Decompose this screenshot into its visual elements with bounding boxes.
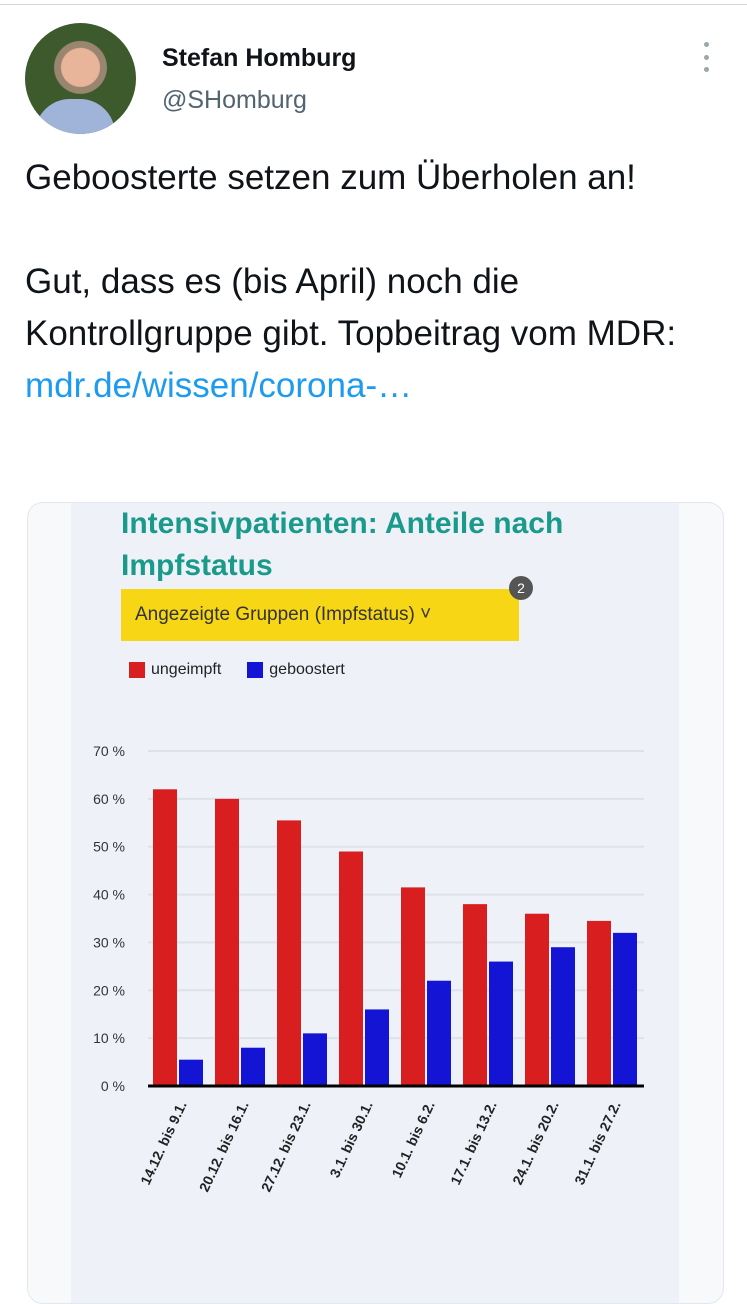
x-tick-label: 3.1. bis 30.1. [326, 1099, 375, 1181]
bar-ungeimpft [277, 820, 301, 1086]
avatar[interactable] [25, 23, 136, 134]
bar-geboostert [303, 1033, 327, 1086]
tweet-text-line1: Geboosterte setzen zum Überholen an! [25, 158, 636, 197]
x-tick-label: 10.1. bis 6.2. [388, 1099, 437, 1181]
x-tick-label: 31.1. bis 27.2. [571, 1099, 624, 1188]
bar-ungeimpft [401, 887, 425, 1086]
bar-ungeimpft [587, 920, 611, 1086]
bar-geboostert [489, 961, 513, 1086]
author-handle[interactable]: @SHomburg [162, 86, 307, 114]
bar-geboostert [551, 947, 575, 1086]
top-divider [0, 4, 747, 5]
x-tick-label: 27.12. bis 23.1. [258, 1099, 314, 1195]
y-tick-label: 30 % [93, 934, 125, 950]
chart-image: Intensivpatienten: Anteile nach Impfstat… [71, 503, 679, 1303]
more-vertical-icon[interactable] [700, 42, 712, 72]
bar-chart: 0 % 10 % 20 % 30 % 40 % 50 % 60 % 70 % 14.12. bi… [93, 743, 644, 1195]
bar-ungeimpft [525, 913, 549, 1086]
bar-geboostert [365, 1009, 389, 1086]
bar-geboostert [613, 932, 637, 1086]
bar-ungeimpft [215, 798, 239, 1086]
bar-geboostert [427, 980, 451, 1086]
chart-title: Intensivpatienten: Anteile nach Impfstat… [121, 507, 564, 582]
bar-ungeimpft [463, 904, 487, 1086]
author-name[interactable]: Stefan Homburg [162, 44, 357, 72]
x-tick-label: 14.12. bis 9.1. [137, 1099, 190, 1188]
groups-dropdown[interactable]: Angezeigte Gruppen (Impfstatus) ˅ [121, 589, 519, 641]
notification-badge: 2 [509, 576, 533, 600]
y-tick-label: 70 % [93, 743, 125, 759]
embedded-image-card[interactable]: Intensivpatienten: Anteile nach Impfstat… [27, 502, 724, 1304]
x-tick-label: 24.1. bis 20.2. [509, 1099, 562, 1188]
legend-label: ungeimpft [151, 661, 222, 678]
tweet-text: Geboosterte setzen zum Überholen an! Gut… [25, 152, 715, 412]
tweet-text-line2: Gut, dass es (bis April) noch die Kontro… [25, 262, 677, 353]
y-tick-label: 40 % [93, 887, 125, 903]
legend-label: geboostert [269, 661, 345, 678]
bar-geboostert [241, 1047, 265, 1086]
bar-geboostert [179, 1059, 203, 1086]
legend-swatch-ungeimpft [129, 662, 145, 678]
y-tick-label: 50 % [93, 839, 125, 855]
y-tick-label: 0 % [101, 1078, 125, 1094]
bar-ungeimpft [339, 851, 363, 1086]
chart-legend: ungeimpft geboostert [129, 661, 345, 679]
y-tick-label: 60 % [93, 791, 125, 807]
y-tick-label: 10 % [93, 1030, 125, 1046]
legend-swatch-geboostert [247, 662, 264, 678]
y-tick-label: 20 % [93, 982, 125, 998]
x-tick-label: 20.12. bis 16.1. [196, 1099, 252, 1195]
x-tick-label: 17.1. bis 13.2. [447, 1099, 500, 1188]
bar-ungeimpft [153, 789, 177, 1086]
tweet-link[interactable]: mdr.de/wissen/corona-… [25, 366, 413, 405]
